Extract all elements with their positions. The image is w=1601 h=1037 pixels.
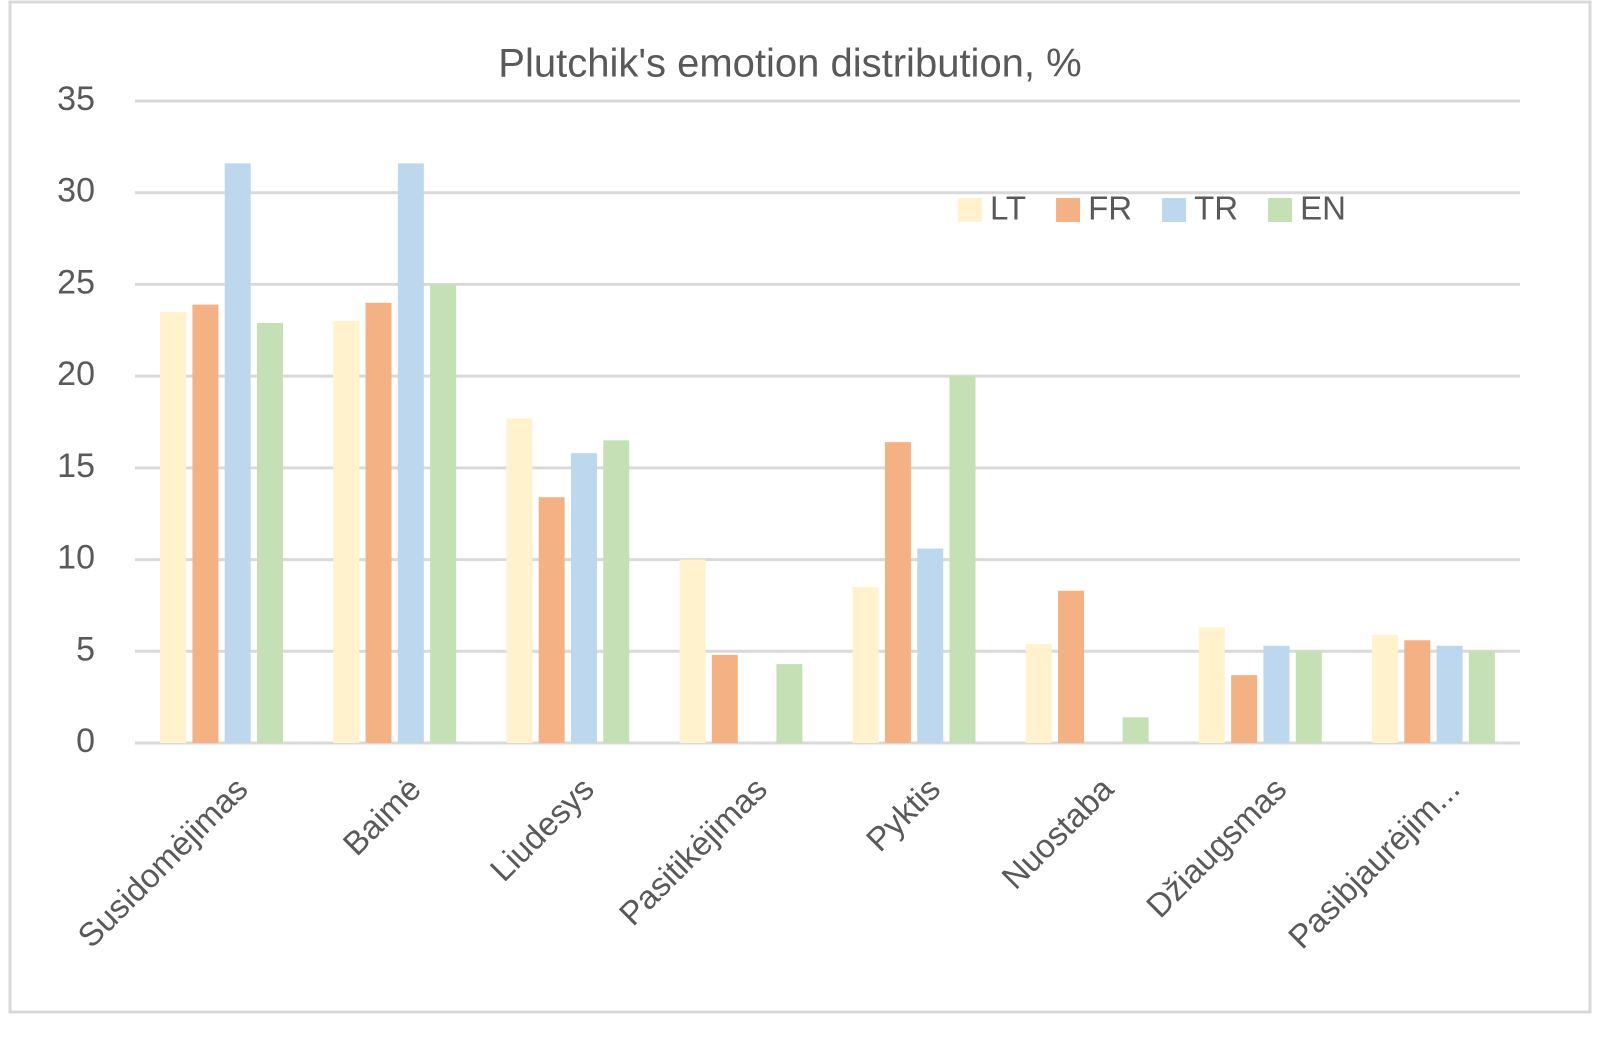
y-tick-label: 25 [57,263,95,301]
bar [1436,645,1463,743]
bar [1058,590,1085,743]
y-tick-label: 30 [57,172,95,210]
legend-swatch [1056,198,1081,222]
bar [257,322,284,743]
bar [852,587,879,743]
bar [1231,675,1258,743]
bar [1198,627,1225,743]
bar [949,376,976,743]
bar [1371,634,1398,743]
bar [917,548,944,743]
bar [1404,640,1431,743]
y-tick-label: 5 [76,630,95,668]
bar [1295,651,1322,743]
bar [333,321,360,743]
y-tick-label: 0 [76,722,95,760]
y-tick-label: 10 [57,539,95,577]
bar [603,440,630,743]
bar [430,284,457,743]
bar [1468,651,1495,743]
bar [1025,643,1052,743]
legend-swatch [1268,198,1293,222]
legend-swatch [1162,198,1187,222]
bar [711,654,738,743]
bar [224,163,251,743]
bar [679,559,706,743]
y-tick-label: 20 [57,355,95,393]
bar [365,302,392,743]
y-tick-label: 35 [57,80,95,118]
chart-title: Plutchik's emotion distribution, % [498,42,1081,86]
bar [884,442,911,743]
bar [776,664,803,743]
legend-label: TR [1194,190,1238,227]
legend-label: FR [1088,190,1132,227]
bar [506,418,533,743]
bar [160,311,187,743]
y-tick-label: 15 [57,447,95,485]
bar [1122,717,1149,743]
bar [538,497,565,743]
legend-label: EN [1300,190,1346,227]
bar [570,453,597,743]
bar [397,163,424,743]
legend-swatch [958,198,982,222]
bar [192,304,219,743]
bar [1263,645,1290,743]
legend-label: LT [990,190,1026,227]
